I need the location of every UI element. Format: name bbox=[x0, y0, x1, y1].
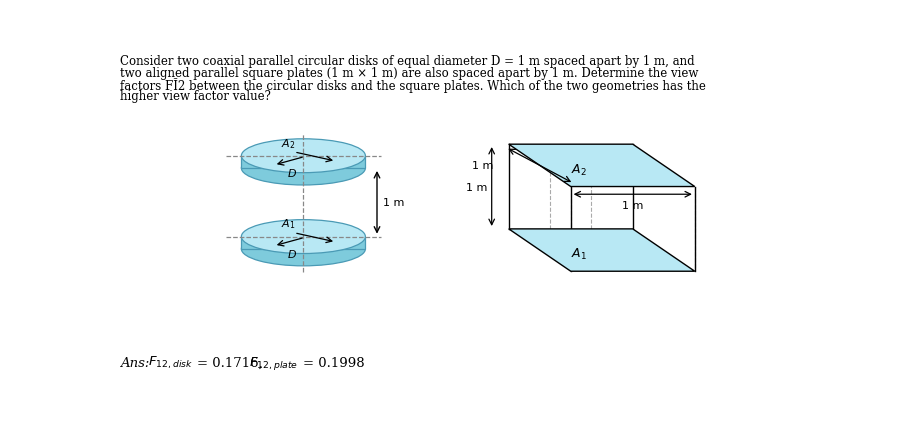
Text: $D$: $D$ bbox=[287, 247, 297, 259]
Polygon shape bbox=[508, 145, 695, 187]
Text: higher view factor value?: higher view factor value? bbox=[120, 89, 271, 103]
Ellipse shape bbox=[242, 233, 365, 266]
Text: Consider two coaxial parallel circular disks of equal diameter D = 1 m spaced ap: Consider two coaxial parallel circular d… bbox=[120, 55, 695, 68]
Text: = 0.1998: = 0.1998 bbox=[302, 356, 364, 369]
Text: 1 m: 1 m bbox=[622, 201, 644, 211]
Text: $D$: $D$ bbox=[287, 166, 297, 178]
Ellipse shape bbox=[242, 139, 365, 173]
Text: = 0.1716,: = 0.1716, bbox=[197, 356, 263, 369]
Text: 1 m: 1 m bbox=[467, 182, 488, 192]
Text: $A_2$: $A_2$ bbox=[281, 136, 295, 150]
Polygon shape bbox=[508, 229, 695, 272]
Text: two aligned parallel square plates (1 m × 1 m) are also spaced apart by 1 m. Det: two aligned parallel square plates (1 m … bbox=[120, 66, 698, 80]
Text: $F_{12,plate}$: $F_{12,plate}$ bbox=[249, 354, 299, 371]
Text: $F_{12,disk}$: $F_{12,disk}$ bbox=[148, 354, 193, 371]
Polygon shape bbox=[242, 156, 365, 169]
Text: $A_1$: $A_1$ bbox=[281, 217, 295, 231]
Text: Ans:: Ans: bbox=[120, 356, 153, 369]
Text: $A_1$: $A_1$ bbox=[570, 247, 587, 262]
Text: 1 m: 1 m bbox=[383, 198, 405, 208]
Polygon shape bbox=[242, 237, 365, 249]
Text: $A_2$: $A_2$ bbox=[570, 162, 587, 177]
Text: factors FĨ2 between the circular disks and the square plates. Which of the two g: factors FĨ2 between the circular disks a… bbox=[120, 78, 706, 93]
Ellipse shape bbox=[242, 220, 365, 254]
Text: 1 m: 1 m bbox=[472, 161, 493, 171]
Ellipse shape bbox=[242, 152, 365, 186]
